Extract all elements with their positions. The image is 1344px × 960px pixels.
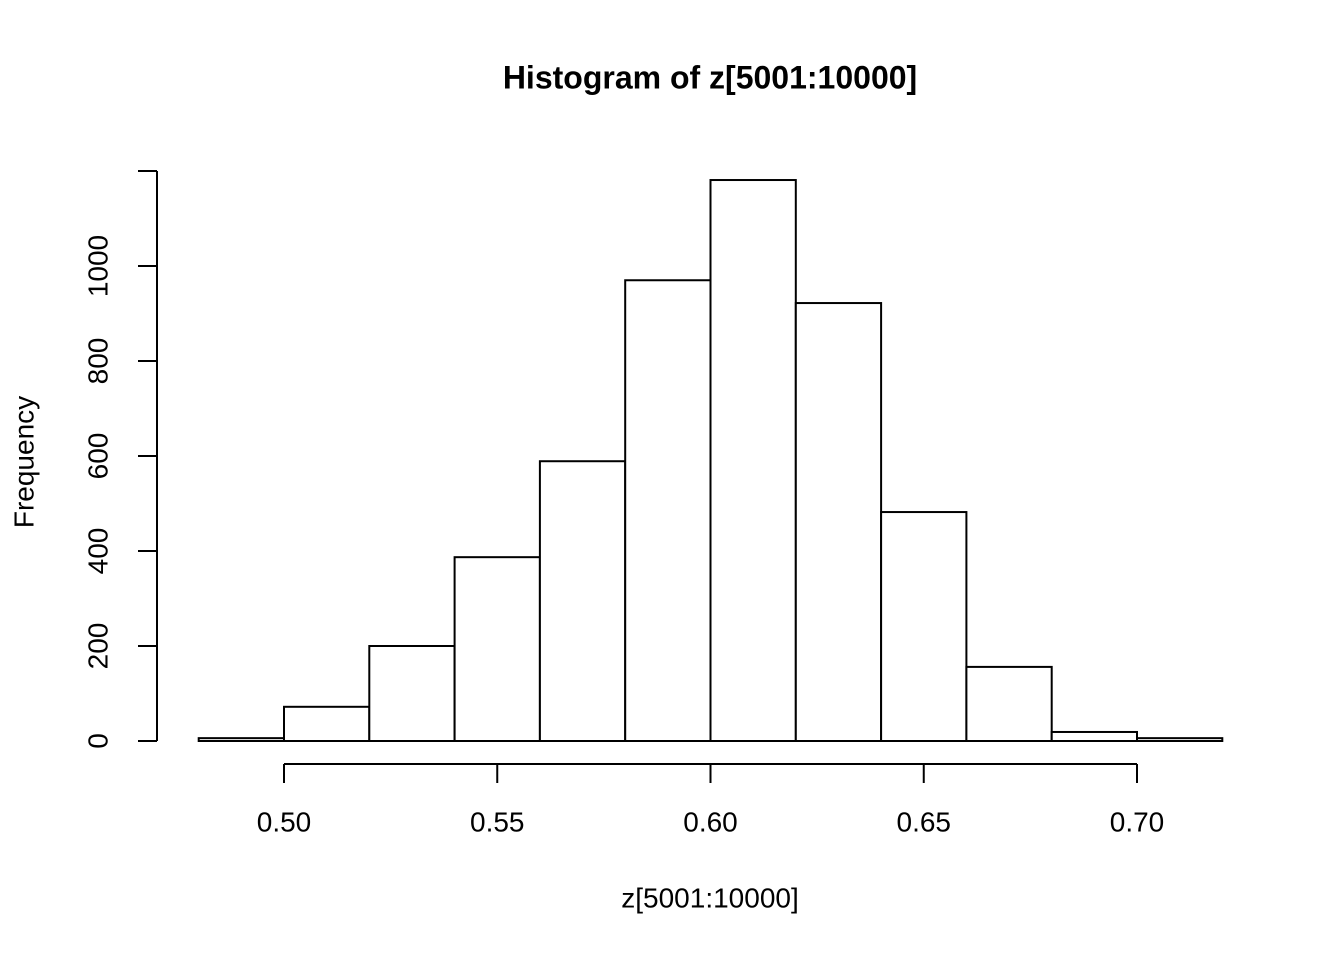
y-tick-label: 600 — [82, 433, 113, 480]
bar — [1050, 730, 1138, 742]
x-tick-label: 0.50 — [257, 806, 312, 837]
x-axis-label: z[5001:10000] — [621, 882, 799, 913]
bar — [709, 179, 797, 742]
chart-title: Histogram of z[5001:10000] — [503, 59, 917, 95]
bar — [880, 511, 968, 742]
y-tick-label: 0 — [82, 733, 113, 749]
y-tick-label: 1000 — [82, 235, 113, 297]
bar — [197, 737, 285, 743]
bar — [1136, 737, 1224, 743]
y-tick-label: 200 — [82, 623, 113, 670]
bar — [624, 279, 712, 742]
bar — [794, 302, 883, 742]
bar — [453, 556, 541, 742]
x-tick-label: 0.70 — [1110, 806, 1165, 837]
bar — [283, 705, 371, 742]
bar — [538, 460, 627, 742]
x-tick-label: 0.55 — [470, 806, 525, 837]
x-tick-label: 0.65 — [897, 806, 952, 837]
y-tick-label: 800 — [82, 338, 113, 385]
bar — [965, 665, 1053, 743]
bar — [368, 645, 456, 742]
y-axis-label: Frequency — [8, 396, 39, 528]
y-tick-label: 400 — [82, 528, 113, 575]
x-tick-label: 0.60 — [683, 806, 738, 837]
